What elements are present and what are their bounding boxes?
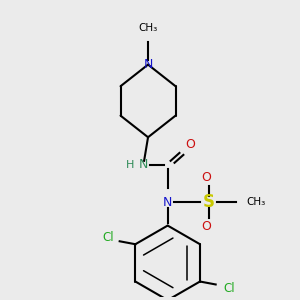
Text: Cl: Cl xyxy=(224,282,235,295)
Text: CH₃: CH₃ xyxy=(246,197,266,207)
Text: O: O xyxy=(201,220,211,233)
Text: Cl: Cl xyxy=(102,231,114,244)
Text: N: N xyxy=(138,158,148,171)
Text: CH₃: CH₃ xyxy=(138,23,158,33)
Text: O: O xyxy=(185,138,195,151)
Text: H: H xyxy=(126,160,135,170)
Text: S: S xyxy=(203,193,215,211)
Text: N: N xyxy=(163,196,172,208)
Text: O: O xyxy=(201,171,211,184)
Text: N: N xyxy=(143,58,153,71)
